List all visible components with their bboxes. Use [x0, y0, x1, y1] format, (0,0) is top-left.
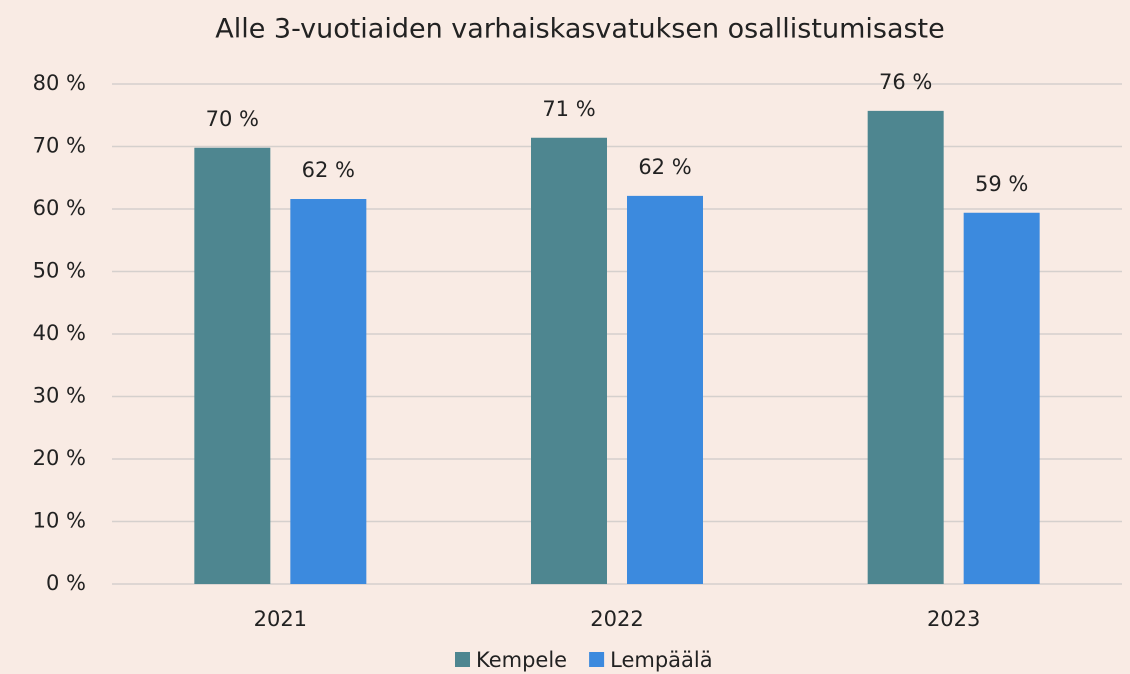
bar — [194, 147, 271, 584]
data-label: 71 % — [542, 97, 595, 121]
y-tick-label: 60 % — [33, 196, 86, 220]
x-tick-label: 2023 — [927, 607, 980, 631]
legend-swatch — [455, 652, 470, 667]
y-tick-label: 20 % — [33, 446, 86, 470]
y-tick-label: 70 % — [33, 134, 86, 158]
bar — [290, 199, 367, 584]
y-tick-label: 50 % — [33, 259, 86, 283]
data-label: 62 % — [638, 155, 691, 179]
bar — [627, 195, 703, 584]
bar — [867, 110, 944, 584]
x-tick-label: 2022 — [590, 607, 643, 631]
x-tick-label: 2021 — [254, 607, 307, 631]
legend-swatch — [589, 652, 605, 667]
y-tick-label: 80 % — [33, 71, 86, 95]
chart-title: Alle 3-vuotiaiden varhaiskasvatuksen osa… — [215, 14, 945, 45]
legend-label: Lempäälä — [610, 648, 712, 672]
data-label: 76 % — [879, 70, 932, 94]
data-label: 59 % — [975, 172, 1028, 196]
bar — [963, 212, 1040, 584]
y-tick-label: 40 % — [33, 321, 86, 345]
y-tick-label: 10 % — [33, 509, 86, 533]
data-label: 70 % — [206, 107, 259, 131]
legend-label: Kempele — [476, 648, 567, 672]
bar — [531, 137, 607, 584]
y-tick-label: 30 % — [33, 384, 86, 408]
data-label: 62 % — [302, 158, 355, 182]
y-tick-label: 0 % — [46, 571, 86, 595]
